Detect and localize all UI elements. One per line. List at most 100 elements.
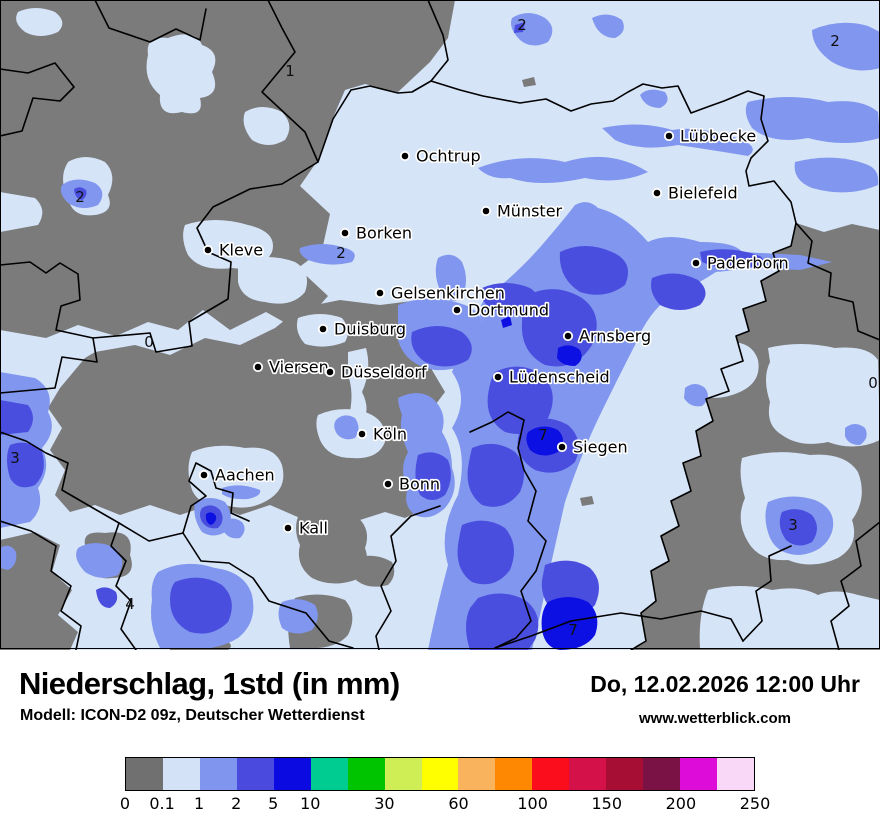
region (238, 257, 308, 304)
precip-max-label: 3 (788, 516, 798, 534)
region (501, 316, 512, 328)
legend-tick-label: 200 (665, 794, 697, 813)
region (742, 252, 832, 270)
precip-layer-01mm-pockets (0, 8, 880, 648)
border-segment (375, 505, 441, 650)
legend-cell (384, 758, 422, 790)
region (76, 543, 123, 578)
border-segment (0, 62, 75, 137)
city-label: Duisburg (334, 320, 406, 339)
region (526, 426, 563, 456)
border-segment (494, 610, 744, 649)
precip-max-label: 2 (830, 32, 840, 50)
region (334, 415, 359, 440)
city-marker-bonn: Bonn (382, 473, 442, 495)
precip-max-label: 4 (125, 595, 135, 613)
precip-max-label: 1 (285, 62, 295, 80)
precipitation-map: Ochtrup Lübbecke Münster Bielefeld Borke… (0, 0, 880, 650)
model-subtitle: Modell: ICON-D2 09z, Deutscher Wetterdie… (20, 707, 365, 724)
region (766, 344, 880, 447)
city-marker-viersen: Viersen (252, 356, 330, 378)
border-segment (0, 520, 82, 650)
city-marker-ochtrup: Ochtrup (399, 145, 482, 167)
region (580, 496, 594, 506)
legend-tick-label: 5 (268, 794, 279, 813)
city-label: Köln (373, 425, 407, 444)
region (511, 13, 553, 46)
legend-cell (421, 758, 459, 790)
region (521, 289, 597, 367)
legend-tick-label: 150 (591, 794, 623, 813)
city-marker-dortmund: Dortmund (451, 299, 551, 321)
city-label: Arnsberg (579, 327, 651, 346)
city-label: Lüdenscheid (509, 368, 610, 387)
legend-cell (606, 758, 644, 790)
city-marker-arnsberg: Arnsberg (562, 325, 653, 347)
precip-max-label: 2 (336, 244, 346, 262)
border-segment (317, 0, 449, 163)
region (467, 443, 524, 507)
border-segment (742, 545, 792, 642)
city-marker-bielefeld: Bielefeld (651, 182, 739, 204)
legend-cell (569, 758, 607, 790)
region (296, 509, 368, 584)
city-marker-luebbecke: Lübbecke (663, 125, 758, 147)
precip-max-label: 3 (10, 449, 20, 467)
legend-cell (643, 758, 681, 790)
region (845, 424, 867, 445)
region (466, 593, 539, 650)
precip-max-label: 0 (868, 374, 878, 392)
city-marker-paderborn: Paderborn (690, 252, 790, 274)
region (457, 520, 514, 585)
region (557, 345, 582, 366)
city-label: Düsseldorf (341, 363, 427, 382)
city-marker-aachen: Aachen (198, 464, 276, 486)
region (243, 107, 290, 145)
city-markers: Ochtrup Lübbecke Münster Bielefeld Borke… (198, 125, 790, 539)
region (541, 597, 598, 650)
region (651, 273, 706, 310)
region (745, 97, 880, 143)
legend-tick-label: 60 (448, 794, 469, 813)
city-label: Viersen (269, 358, 329, 377)
city-marker-luedenscheid: Lüdenscheid (492, 366, 611, 388)
region (640, 89, 668, 108)
region (299, 244, 355, 265)
region (0, 0, 455, 338)
region (48, 300, 445, 520)
legend-tick-label: 0.1 (149, 794, 175, 813)
legend-ticks: 0 0.1 1 2 5 10 30 60 100 150 200 250 (120, 794, 770, 816)
region (674, 339, 759, 398)
legend-cell (532, 758, 570, 790)
region (602, 124, 753, 156)
precip-max-label: 2 (75, 188, 85, 206)
region (351, 555, 395, 587)
region (146, 34, 216, 114)
legend-tick-label: 0 (119, 794, 131, 813)
legend-cell (199, 758, 237, 790)
border-hessen (630, 222, 797, 650)
region (183, 220, 273, 269)
region (684, 384, 708, 407)
precip-layer-5mm (205, 316, 598, 650)
region (592, 14, 624, 38)
region (481, 283, 539, 314)
page-title: Niederschlag, 1std (in mm) (19, 666, 400, 701)
city-marker-kleve: Kleve (202, 239, 265, 261)
city-marker-kall: Kall (282, 517, 330, 539)
region (278, 599, 318, 634)
region (411, 326, 472, 367)
region (435, 254, 466, 301)
legend-tick-label: 1 (194, 794, 205, 813)
city-label: Dortmund (468, 301, 549, 320)
legend-cell (347, 758, 385, 790)
city-marker-borken: Borken (339, 222, 414, 244)
city-marker-duisburg: Duisburg (317, 318, 408, 340)
region (794, 157, 879, 193)
city-marker-gelsenkirchen: Gelsenkirchen (374, 282, 506, 304)
region (522, 77, 536, 87)
region (348, 348, 369, 425)
city-label: Münster (497, 202, 563, 221)
city-label: Siegen (573, 438, 628, 457)
